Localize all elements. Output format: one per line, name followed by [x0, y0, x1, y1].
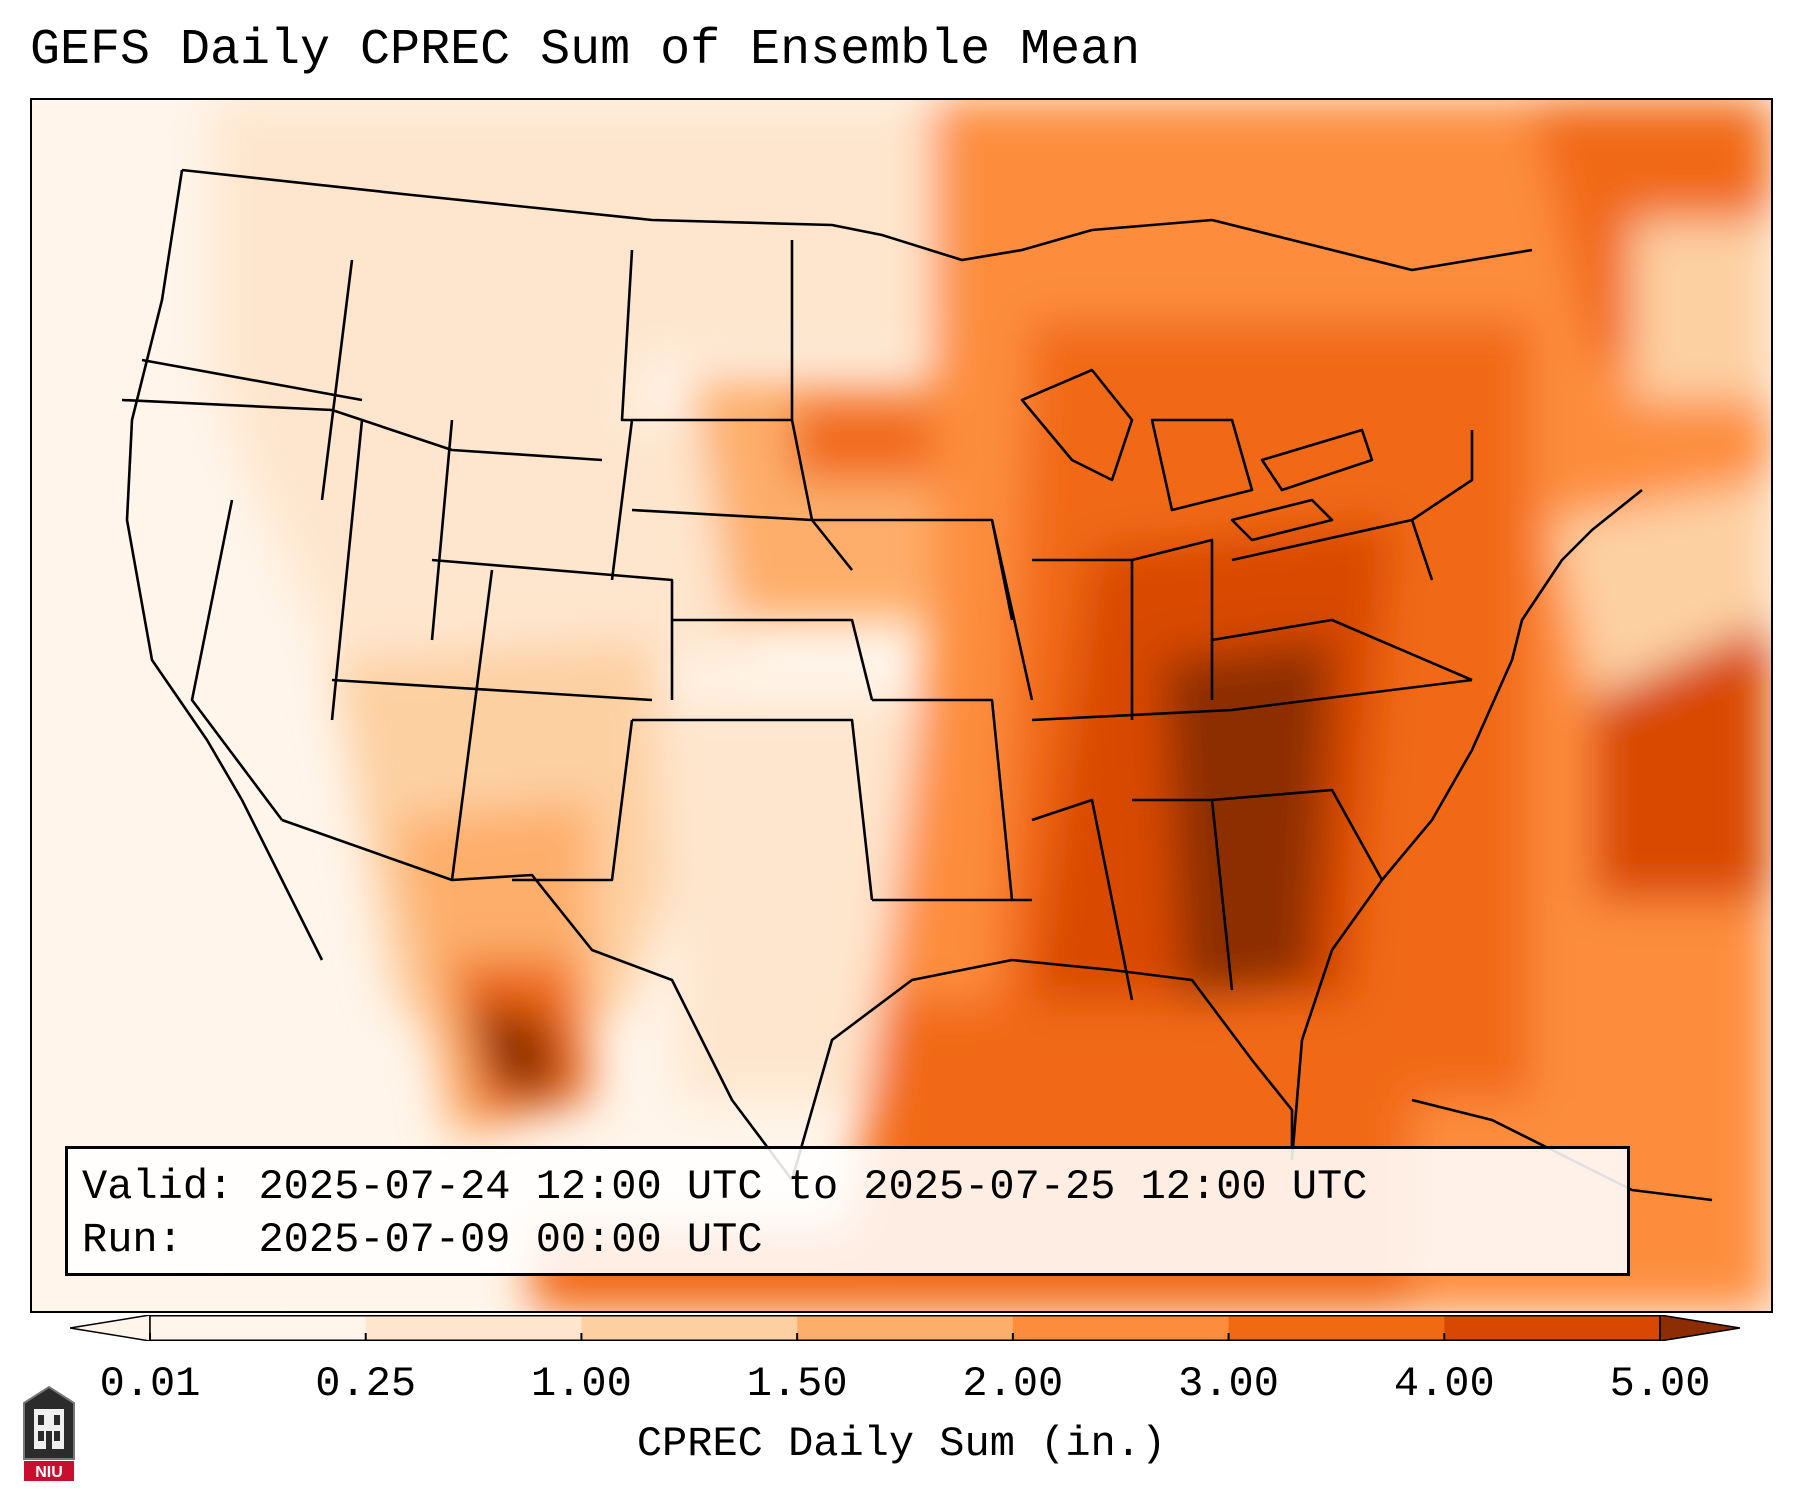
run-value: 2025-07-09 00:00 UTC: [258, 1216, 763, 1264]
colorbar-tick-label: 0.01: [99, 1360, 201, 1408]
precipitation-map: [32, 100, 1771, 1311]
colorbar-outline: [149, 1315, 1661, 1341]
map-title: GEFS Daily CPREC Sum of Ensemble Mean: [30, 22, 1141, 79]
colorbar-label: CPREC Daily Sum (in.): [636, 1420, 1167, 1468]
colorbar: [70, 1315, 1740, 1341]
logo-text: NIU: [35, 1464, 63, 1481]
state-boundaries: [121, 168, 1713, 1202]
colorbar-tick-label: 4.00: [1393, 1360, 1495, 1408]
colorbar-tick-label: 2.00: [962, 1360, 1064, 1408]
colorbar-tick-label: 1.50: [746, 1360, 848, 1408]
colorbar-segment: [365, 1315, 582, 1341]
colorbar-tick-label: 0.25: [315, 1360, 417, 1408]
colorbar-tick-label: 3.00: [1178, 1360, 1279, 1408]
colorbar-extend-low: [70, 1315, 151, 1341]
colorbar-segment: [1228, 1315, 1445, 1341]
map-panel: [30, 98, 1773, 1313]
colorbar-tick-label: 1.00: [531, 1360, 632, 1408]
colorbar-segment: [1444, 1315, 1661, 1341]
valid-run-info-box: Valid: 2025-07-24 12:00 UTC to 2025-07-2…: [65, 1146, 1630, 1276]
valid-value: 2025-07-24 12:00 UTC to 2025-07-25 12:00…: [258, 1163, 1368, 1211]
university-logo-icon: NIU: [23, 1385, 75, 1481]
valid-label: Valid:: [82, 1163, 234, 1211]
colorbar-tick-label: 5.00: [1609, 1360, 1711, 1408]
colorbar-segment: [1012, 1315, 1230, 1341]
run-label: Run:: [82, 1216, 183, 1264]
colorbar-segment: [581, 1315, 798, 1341]
colorbar-segment: [150, 1315, 367, 1341]
colorbar-segment: [797, 1315, 1014, 1341]
colorbar-extend-high: [1659, 1315, 1740, 1341]
